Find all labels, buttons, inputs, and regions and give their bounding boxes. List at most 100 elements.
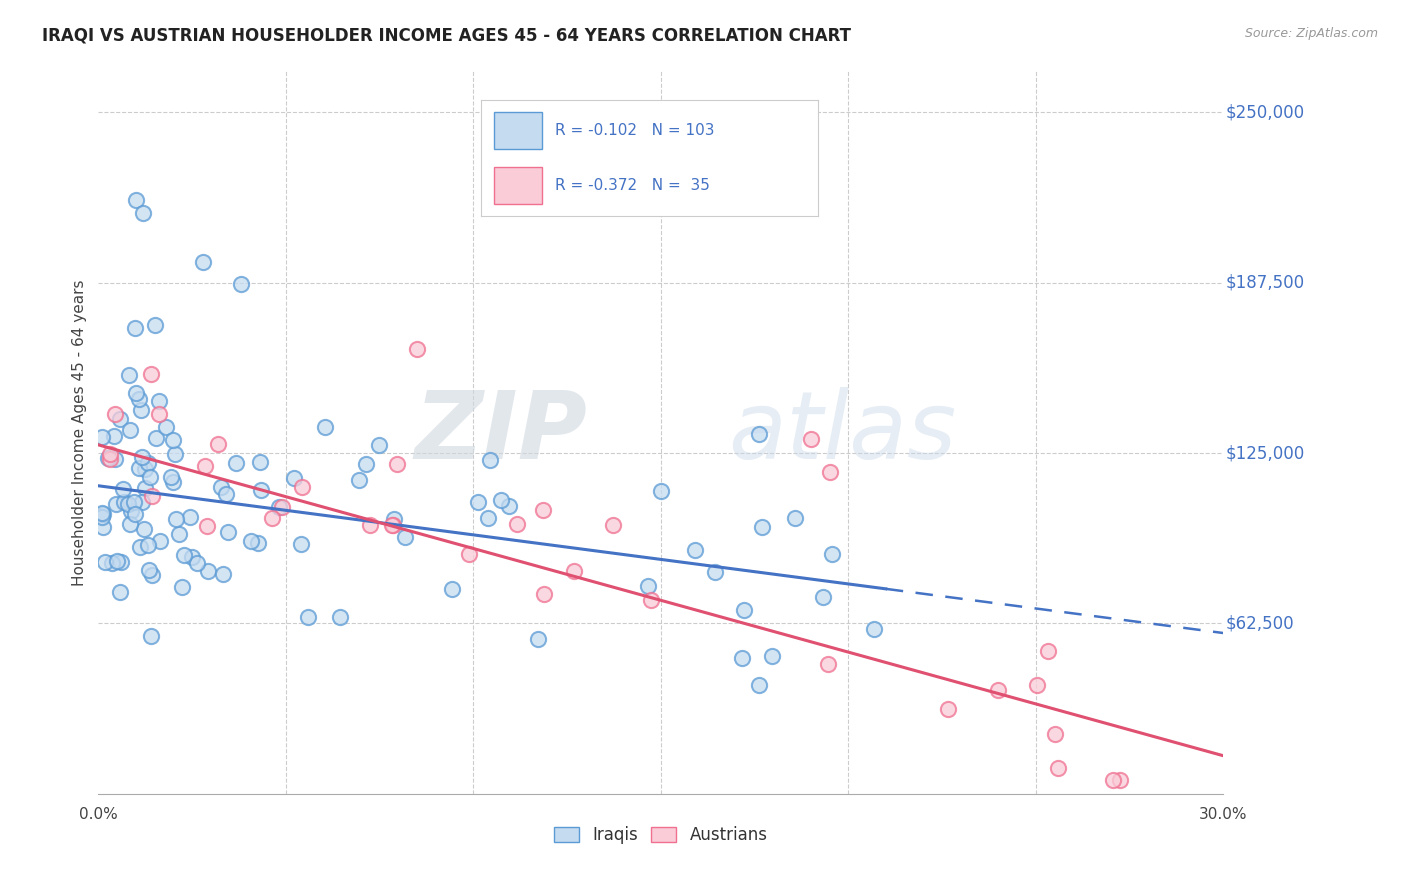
Point	[132, 206, 155, 220]
Text: Source: ZipAtlas.com: Source: ZipAtlas.com	[1244, 27, 1378, 40]
Point	[118, 423, 141, 437]
Point	[128, 461, 150, 475]
Point	[159, 470, 181, 484]
Point	[394, 530, 416, 544]
Point	[117, 497, 139, 511]
Point	[124, 508, 146, 522]
Point	[987, 683, 1010, 698]
Point	[329, 610, 352, 624]
Point	[1038, 644, 1060, 658]
Point	[863, 622, 886, 636]
Point	[215, 487, 238, 501]
Point	[138, 563, 160, 577]
Point	[186, 556, 208, 570]
Point	[704, 565, 727, 579]
Point	[128, 392, 150, 407]
Point	[131, 495, 153, 509]
Point	[170, 580, 193, 594]
Point	[467, 495, 489, 509]
Point	[139, 629, 162, 643]
Point	[531, 503, 554, 517]
Point	[821, 547, 844, 561]
Point	[105, 554, 128, 568]
Point	[162, 433, 184, 447]
Point	[138, 538, 160, 552]
Point	[249, 483, 271, 498]
Point	[181, 549, 204, 564]
Point	[212, 567, 235, 582]
Point	[271, 500, 294, 514]
Point	[143, 318, 166, 332]
Point	[748, 426, 770, 441]
Point	[349, 473, 371, 487]
Point	[101, 556, 124, 570]
Point	[94, 555, 117, 569]
Point	[314, 420, 336, 434]
Text: atlas: atlas	[728, 387, 956, 478]
Point	[139, 470, 162, 484]
Point	[139, 367, 162, 381]
Point	[173, 548, 195, 562]
Point	[498, 499, 520, 513]
Point	[489, 493, 512, 508]
Point	[91, 510, 114, 524]
Point	[818, 465, 841, 479]
Point	[193, 255, 215, 269]
Point	[1102, 773, 1125, 788]
Point	[112, 482, 135, 496]
Point	[1043, 727, 1066, 741]
Point	[118, 368, 141, 383]
Point	[751, 520, 773, 534]
Point	[382, 518, 405, 533]
Point	[103, 429, 125, 443]
Point	[131, 450, 153, 464]
Point	[297, 610, 319, 624]
Point	[1026, 678, 1049, 692]
Point	[97, 451, 120, 466]
Point	[761, 648, 783, 663]
Point	[479, 453, 502, 467]
Text: $250,000: $250,000	[1226, 103, 1305, 121]
Point	[458, 547, 481, 561]
Point	[165, 447, 187, 461]
Point	[167, 527, 190, 541]
Text: $62,500: $62,500	[1226, 615, 1294, 632]
Point	[207, 437, 229, 451]
Text: $125,000: $125,000	[1226, 444, 1305, 462]
Point	[382, 511, 405, 525]
Point	[118, 516, 141, 531]
Point	[103, 407, 125, 421]
Point	[134, 462, 156, 476]
Point	[602, 517, 624, 532]
Point	[110, 555, 132, 569]
Point	[748, 678, 770, 692]
Point	[290, 537, 312, 551]
Point	[1108, 773, 1130, 788]
Point	[217, 524, 239, 539]
Point	[440, 582, 463, 596]
Point	[650, 484, 672, 499]
Point	[533, 587, 555, 601]
Point	[239, 533, 262, 548]
Point	[640, 593, 662, 607]
Point	[145, 431, 167, 445]
Point	[209, 480, 232, 494]
Point	[112, 495, 135, 509]
Y-axis label: Householder Income Ages 45 - 64 years: Householder Income Ages 45 - 64 years	[72, 279, 87, 586]
Point	[811, 591, 834, 605]
Point	[132, 522, 155, 536]
Point	[134, 481, 156, 495]
Point	[98, 447, 121, 461]
Point	[120, 504, 142, 518]
Point	[225, 457, 247, 471]
Point	[800, 433, 823, 447]
Point	[108, 412, 131, 426]
Point	[367, 438, 389, 452]
Text: $187,500: $187,500	[1226, 274, 1305, 292]
Point	[194, 458, 217, 473]
Point	[93, 519, 115, 533]
Point	[406, 343, 429, 357]
Point	[124, 495, 146, 509]
Point	[148, 393, 170, 408]
Point	[731, 650, 754, 665]
